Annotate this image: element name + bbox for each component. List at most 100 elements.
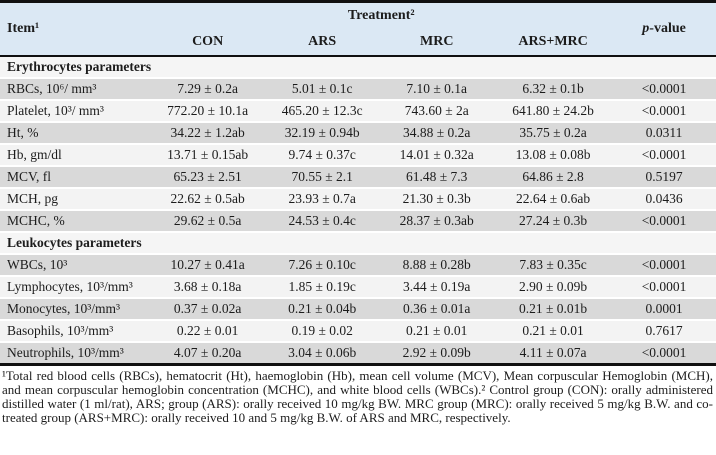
value-cell: 13.71 ± 0.15ab <box>150 144 265 166</box>
value-cell: 14.01 ± 0.32a <box>379 144 494 166</box>
value-cell: 32.19 ± 0.94b <box>264 122 380 144</box>
table-row: Hb, gm/dl 13.71 ± 0.15ab 9.74 ± 0.37c 14.01… <box>0 144 716 166</box>
table-row: RBCs, 10⁶/ mm³ 7.29 ± 0.2a 5.01 ± 0.1c 7.10… <box>0 78 716 100</box>
row-label: Monocytes, 10³/mm³ <box>0 298 151 320</box>
value-cell: 465.20 ± 12.3c <box>264 100 380 122</box>
row-label: Neutrophils, 10³/mm³ <box>0 342 151 364</box>
value-cell: 29.62 ± 0.5a <box>150 210 265 232</box>
row-label: Hb, gm/dl <box>0 144 151 166</box>
value-cell: 24.53 ± 0.4c <box>264 210 380 232</box>
value-cell: 0.22 ± 0.01 <box>150 320 265 342</box>
value-cell: 21.30 ± 0.3b <box>379 188 494 210</box>
table-body: Erythrocytes parameters RBCs, 10⁶/ mm³ 7.2… <box>0 56 716 364</box>
value-cell: 64.86 ± 2.8 <box>494 166 613 188</box>
table-row: Neutrophils, 10³/mm³ 4.07 ± 0.20a 3.04 ± 0… <box>0 342 716 364</box>
table-row: Monocytes, 10³/mm³ 0.37 ± 0.02a 0.21 ± 0.0… <box>0 298 716 320</box>
pvalue-cell: <0.0001 <box>612 144 716 166</box>
value-cell: 13.08 ± 0.08b <box>494 144 613 166</box>
pvalue-cell: <0.0001 <box>612 78 716 100</box>
value-cell: 0.36 ± 0.01a <box>379 298 494 320</box>
value-cell: 0.37 ± 0.02a <box>150 298 265 320</box>
value-cell: 0.21 ± 0.01 <box>494 320 613 342</box>
value-cell: 9.74 ± 0.37c <box>264 144 380 166</box>
pvalue-cell: 0.7617 <box>612 320 716 342</box>
item-column-header: Item¹ <box>0 1 151 57</box>
value-cell: 23.93 ± 0.7a <box>264 188 380 210</box>
value-cell: 772.20 ± 10.1a <box>150 100 265 122</box>
value-cell: 3.44 ± 0.19a <box>379 276 494 298</box>
value-cell: 22.62 ± 0.5ab <box>150 188 265 210</box>
column-header-mrc: MRC <box>379 29 494 57</box>
treatment-group-header: Treatment² <box>150 1 613 29</box>
pvalue-cell: 0.0001 <box>612 298 716 320</box>
table-row: MCV, fl 65.23 ± 2.51 70.55 ± 2.1 61.48 ± 7.… <box>0 166 716 188</box>
value-cell: 0.21 ± 0.01 <box>379 320 494 342</box>
row-label: Platelet, 10³/ mm³ <box>0 100 151 122</box>
column-header-ars-mrc: ARS+MRC <box>494 29 613 57</box>
value-cell: 22.64 ± 0.6ab <box>494 188 613 210</box>
value-cell: 1.85 ± 0.19c <box>264 276 380 298</box>
value-cell: 6.32 ± 0.1b <box>494 78 613 100</box>
pvalue-italic-p: p <box>642 21 650 36</box>
pvalue-cell: <0.0001 <box>612 100 716 122</box>
section-header-row: Leukocytes parameters <box>0 232 716 254</box>
value-cell: 35.75 ± 0.2a <box>494 122 613 144</box>
row-label: WBCs, 10³ <box>0 254 151 276</box>
value-cell: 34.88 ± 0.2a <box>379 122 494 144</box>
value-cell: 7.29 ± 0.2a <box>150 78 265 100</box>
value-cell: 2.92 ± 0.09b <box>379 342 494 364</box>
header-row-top: Item¹ Treatment² p-value <box>0 1 716 57</box>
value-cell: 34.22 ± 1.2ab <box>150 122 265 144</box>
table-row: Platelet, 10³/ mm³ 772.20 ± 10.1a 465.20 ±… <box>0 100 716 122</box>
table-row: Basophils, 10³/mm³ 0.22 ± 0.01 0.19 ± 0.02… <box>0 320 716 342</box>
pvalue-cell: 0.5197 <box>612 166 716 188</box>
pvalue-cell: <0.0001 <box>612 276 716 298</box>
table-row: MCHC, % 29.62 ± 0.5a 24.53 ± 0.4c 28.37 ± 0… <box>0 210 716 232</box>
table-header: Item¹ Treatment² p-value CON ARS MRC ARS… <box>0 1 716 57</box>
table-row: Ht, % 34.22 ± 1.2ab 32.19 ± 0.94b 34.88 ± 0… <box>0 122 716 144</box>
value-cell: 4.11 ± 0.07a <box>494 342 613 364</box>
pvalue-cell: 0.0311 <box>612 122 716 144</box>
value-cell: 61.48 ± 7.3 <box>379 166 494 188</box>
value-cell: 3.04 ± 0.06b <box>264 342 380 364</box>
value-cell: 27.24 ± 0.3b <box>494 210 613 232</box>
pvalue-cell: <0.0001 <box>612 342 716 364</box>
value-cell: 7.83 ± 0.35c <box>494 254 613 276</box>
column-header-con: CON <box>150 29 265 57</box>
table-row: Lymphocytes, 10³/mm³ 3.68 ± 0.18a 1.85 ± 0… <box>0 276 716 298</box>
row-label: MCH, pg <box>0 188 151 210</box>
value-cell: 0.21 ± 0.04b <box>264 298 380 320</box>
value-cell: 10.27 ± 0.41a <box>150 254 265 276</box>
value-cell: 641.80 ± 24.2b <box>494 100 613 122</box>
row-label: MCHC, % <box>0 210 151 232</box>
value-cell: 3.68 ± 0.18a <box>150 276 265 298</box>
value-cell: 4.07 ± 0.20a <box>150 342 265 364</box>
row-label: Lymphocytes, 10³/mm³ <box>0 276 151 298</box>
value-cell: 70.55 ± 2.1 <box>264 166 380 188</box>
table-footnote: ¹Total red blood cells (RBCs), hematocri… <box>2 367 713 426</box>
pvalue-column-header: p-value <box>612 1 716 57</box>
value-cell: 0.21 ± 0.01b <box>494 298 613 320</box>
value-cell: 65.23 ± 2.51 <box>150 166 265 188</box>
value-cell: 2.90 ± 0.09b <box>494 276 613 298</box>
value-cell: 28.37 ± 0.3ab <box>379 210 494 232</box>
row-label: RBCs, 10⁶/ mm³ <box>0 78 151 100</box>
value-cell: 7.26 ± 0.10c <box>264 254 380 276</box>
table-row: WBCs, 10³ 10.27 ± 0.41a 7.26 ± 0.10c 8.88 ±… <box>0 254 716 276</box>
row-label: Basophils, 10³/mm³ <box>0 320 151 342</box>
header-row-treatments: CON ARS MRC ARS+MRC <box>0 29 716 57</box>
value-cell: 7.10 ± 0.1a <box>379 78 494 100</box>
pvalue-cell: 0.0436 <box>612 188 716 210</box>
row-label: MCV, fl <box>0 166 151 188</box>
value-cell: 743.60 ± 2a <box>379 100 494 122</box>
value-cell: 0.19 ± 0.02 <box>264 320 380 342</box>
column-header-ars: ARS <box>264 29 380 57</box>
pvalue-rest: -value <box>649 21 686 36</box>
row-label: Ht, % <box>0 122 151 144</box>
value-cell: 8.88 ± 0.28b <box>379 254 494 276</box>
section-header-row: Erythrocytes parameters <box>0 56 716 78</box>
pvalue-cell: <0.0001 <box>612 210 716 232</box>
section-title: Erythrocytes parameters <box>0 56 716 78</box>
hematology-results-table: Item¹ Treatment² p-value CON ARS MRC ARS… <box>0 0 716 366</box>
